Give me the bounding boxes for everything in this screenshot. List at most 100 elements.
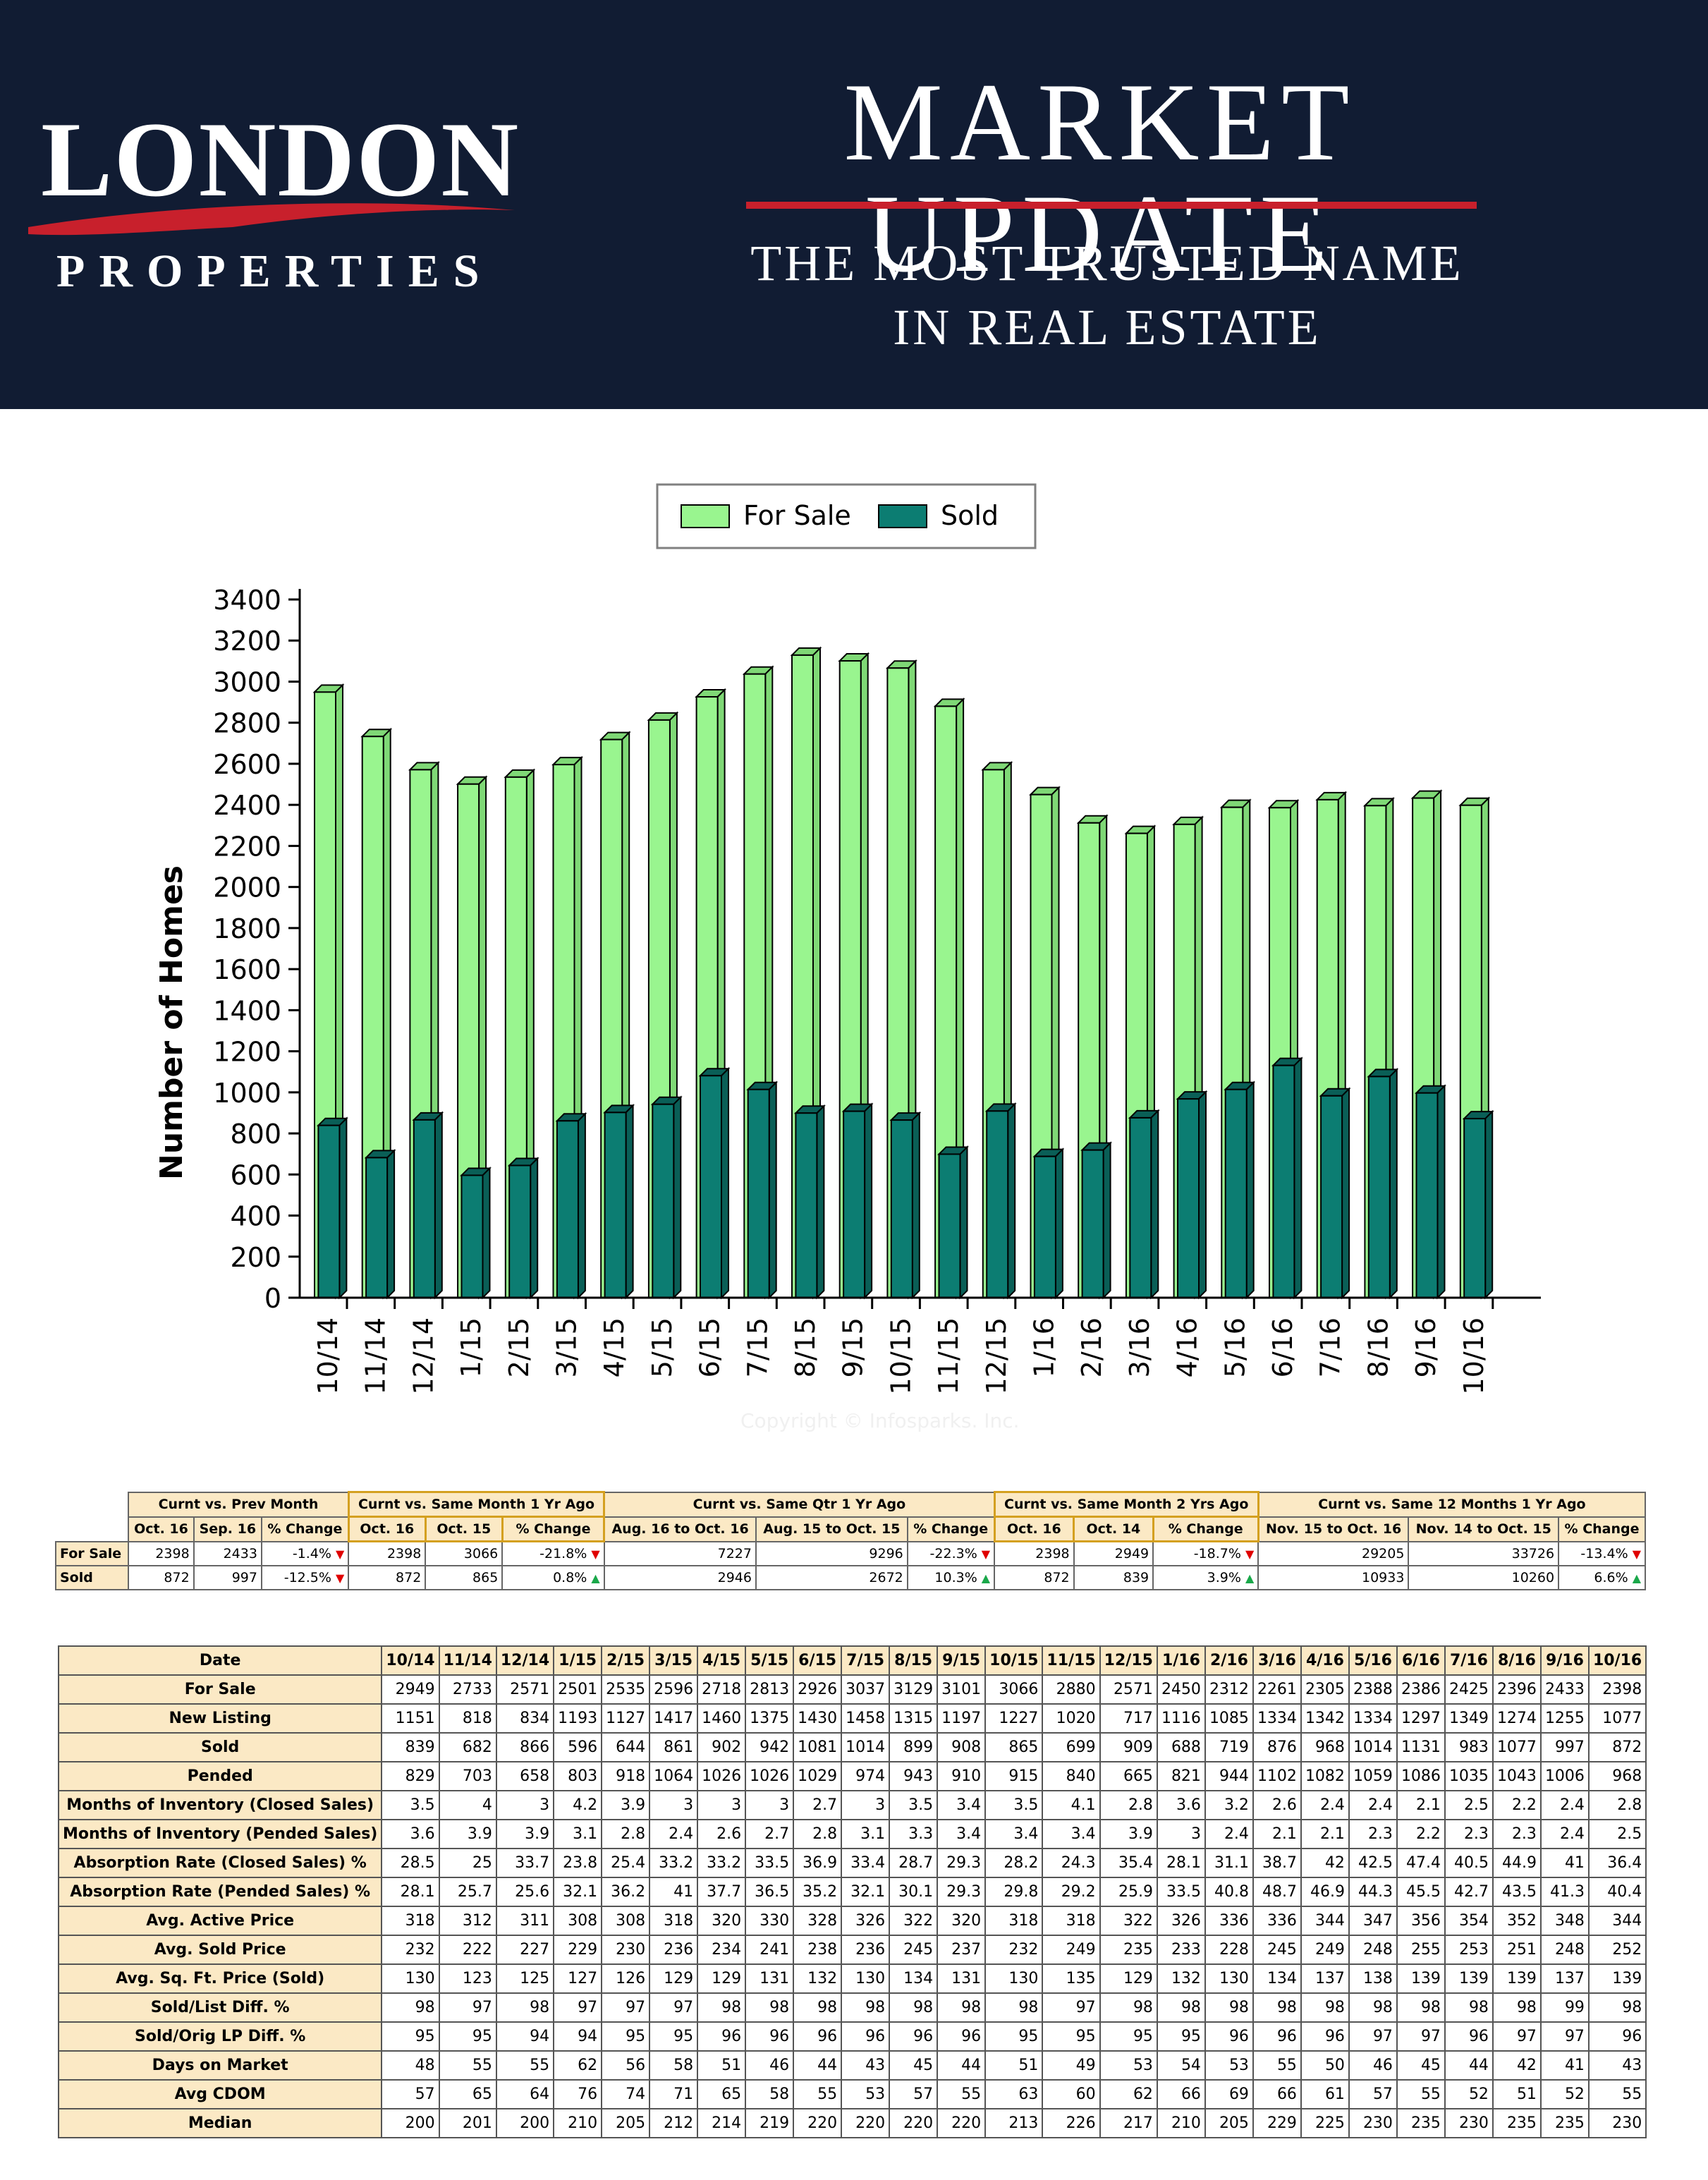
bar-sold <box>1367 1067 1399 1300</box>
stats-cell: 876 <box>1252 1732 1302 1762</box>
stats-cell: 134 <box>1252 1963 1302 1994</box>
summary-cell: 9296 <box>755 1540 908 1566</box>
stats-cell: 2.1 <box>1300 1819 1350 1849</box>
stats-cell: 347 <box>1348 1906 1398 1936</box>
stats-cell: 50 <box>1300 2050 1350 2081</box>
stats-cell: 245 <box>1252 1935 1302 1965</box>
stats-cell: 232 <box>984 1935 1044 1965</box>
stats-cell: 44 <box>1444 2050 1494 2081</box>
stats-cell: 3.3 <box>889 1819 939 1849</box>
stats-cell: 320 <box>697 1906 747 1936</box>
stats-cell: 943 <box>889 1761 939 1791</box>
bar-sold <box>1224 1080 1256 1300</box>
stats-cell: 1197 <box>937 1703 987 1734</box>
stats-cell: 326 <box>841 1906 891 1936</box>
stats-column-header: 10/16 <box>1587 1645 1647 1676</box>
stats-cell: 245 <box>889 1935 939 1965</box>
summary-subheader: Aug. 15 to Oct. 15 <box>755 1516 908 1542</box>
stats-cell: 318 <box>649 1906 699 1936</box>
summary-row: Sold 872 997 -12.5% ▼ 872 865 0.8% ▲ 2946 2672 10… <box>54 1565 1646 1590</box>
stats-cell: 41 <box>1539 1848 1590 1878</box>
stats-cell: 95 <box>381 2021 440 2052</box>
stats-cell: 1131 <box>1396 1732 1446 1762</box>
stats-cell: 861 <box>649 1732 699 1762</box>
stats-cell: 2.3 <box>1492 1819 1542 1849</box>
stats-cell: 1334 <box>1252 1703 1302 1734</box>
stats-cell: 46.9 <box>1300 1877 1350 1907</box>
bar-sold <box>1319 1087 1351 1300</box>
stats-row: Months of Inventory (Closed Sales) 3.5 4 3 4… <box>57 1790 1647 1820</box>
stats-cell: 130 <box>381 1963 440 1994</box>
stats-cell: 308 <box>553 1906 603 1936</box>
summary-pct-cell: -12.5% ▼ <box>260 1565 350 1590</box>
stats-cell: 2.5 <box>1587 1819 1647 1849</box>
y-tick-label: 2000 <box>213 872 281 903</box>
summary-cell: 10933 <box>1257 1565 1410 1590</box>
stats-cell: 2.6 <box>1252 1790 1302 1820</box>
stats-cell: 818 <box>438 1703 497 1734</box>
stats-cell: 2501 <box>553 1674 603 1705</box>
stats-row: Days on Market 48 55 55 62 56 58 51 46 44 43 45 44 51… <box>57 2050 1647 2081</box>
stats-column-header: 11/14 <box>438 1645 497 1676</box>
stats-row: Avg CDOM 57 65 64 76 74 71 65 58 55 53 57 55 63 60 62 66… <box>57 2079 1647 2109</box>
summary-cell: 3066 <box>425 1540 504 1566</box>
stats-cell: 123 <box>438 1963 497 1994</box>
stats-cell: 3 <box>841 1790 891 1820</box>
stats-cell: 53 <box>841 2079 891 2109</box>
stats-cell: 41 <box>1539 2050 1590 2081</box>
stats-date-header: Date <box>57 1645 383 1676</box>
stats-cell: 95 <box>1042 2021 1101 2052</box>
stats-cell: 130 <box>1204 1963 1254 1994</box>
stats-cell: 220 <box>889 2108 939 2138</box>
stats-cell: 1082 <box>1300 1761 1350 1791</box>
stats-cell: 96 <box>1204 2021 1254 2052</box>
stats-cell: 36.5 <box>745 1877 795 1907</box>
stats-cell: 29.3 <box>937 1848 987 1878</box>
stats-row-label: Avg CDOM <box>57 2079 383 2109</box>
stats-cell: 326 <box>1156 1906 1206 1936</box>
stats-cell: 95 <box>601 2021 651 2052</box>
summary-subheader: % Change <box>906 1516 996 1542</box>
summary-group-header: Curnt vs. Same Month 1 Yr Ago <box>347 1491 606 1518</box>
stats-cell: 139 <box>1444 1963 1494 1994</box>
bar-sold <box>603 1103 635 1300</box>
stats-cell: 596 <box>553 1732 603 1762</box>
stats-cell: 241 <box>745 1935 795 1965</box>
stats-cell: 129 <box>697 1963 747 1994</box>
stats-cell: 98 <box>381 1992 440 2023</box>
stats-cell: 98 <box>1492 1992 1542 2023</box>
stats-row: Months of Inventory (Pended Sales) 3.6 3.9… <box>57 1819 1647 1849</box>
stats-cell: 45.5 <box>1396 1877 1446 1907</box>
stats-cell: 97 <box>649 1992 699 2023</box>
stats-cell: 41 <box>649 1877 699 1907</box>
stats-cell: 44.9 <box>1492 1848 1542 1878</box>
stats-column-header: 9/16 <box>1539 1645 1590 1676</box>
stats-cell: 36.4 <box>1587 1848 1647 1878</box>
stats-cell: 96 <box>697 2021 747 2052</box>
x-tick-label: 10/16 <box>1458 1317 1489 1395</box>
bar-sold <box>507 1157 539 1300</box>
stats-cell: 31.1 <box>1204 1848 1254 1878</box>
x-tick-label: 1/15 <box>456 1317 487 1377</box>
stats-cell: 99 <box>1539 1992 1590 2023</box>
legend-swatch-sold <box>878 504 927 528</box>
stats-cell: 135 <box>1042 1963 1101 1994</box>
bar-sold <box>1415 1084 1446 1300</box>
stats-cell: 2949 <box>381 1674 440 1705</box>
stats-cell: 1460 <box>697 1703 747 1734</box>
stats-cell: 227 <box>495 1935 555 1965</box>
stats-cell: 40.4 <box>1587 1877 1647 1907</box>
stats-cell: 3129 <box>889 1674 939 1705</box>
stats-cell: 35.4 <box>1099 1848 1158 1878</box>
stats-cell: 344 <box>1300 1906 1350 1936</box>
x-tick-label: 3/16 <box>1124 1317 1155 1377</box>
stats-cell: 3 <box>495 1790 555 1820</box>
stats-cell: 97 <box>1348 2021 1398 2052</box>
stats-cell: 33.7 <box>495 1848 555 1878</box>
stats-cell: 253 <box>1444 1935 1494 1965</box>
stats-cell: 3.5 <box>889 1790 939 1820</box>
bar-sold <box>793 1104 826 1300</box>
stats-cell: 55 <box>438 2050 497 2081</box>
stats-cell: 1342 <box>1300 1703 1350 1734</box>
stats-cell: 322 <box>1099 1906 1158 1936</box>
